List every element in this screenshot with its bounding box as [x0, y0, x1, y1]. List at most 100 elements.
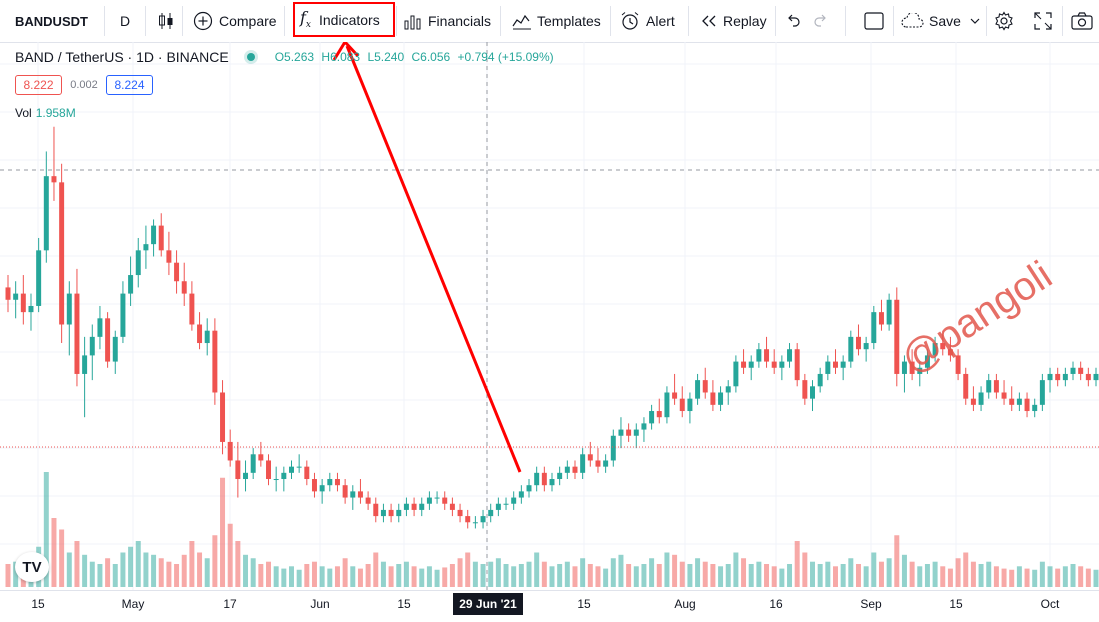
- candle-body: [901, 361, 907, 374]
- candle-body: [89, 336, 95, 356]
- volume-bar: [725, 564, 731, 587]
- templates-button[interactable]: Templates: [512, 0, 601, 42]
- volume-bar: [151, 554, 157, 587]
- fullscreen-icon: [1034, 12, 1052, 30]
- volume-bar: [472, 561, 478, 587]
- volume-bar: [166, 561, 172, 587]
- candle-body: [112, 336, 118, 362]
- volume-bar: [296, 569, 302, 587]
- candle-body: [626, 429, 632, 436]
- volume-bar: [649, 558, 655, 587]
- toolbar-divider: [986, 6, 987, 36]
- volume-bar: [5, 564, 11, 587]
- save-label: Save: [929, 13, 961, 29]
- indicators-button[interactable]: fx Indicators: [293, 2, 395, 37]
- volume-bar: [396, 564, 402, 587]
- financials-button[interactable]: Financials: [404, 0, 491, 42]
- volume-bar: [557, 564, 563, 587]
- candle-body: [756, 349, 762, 362]
- candles-icon: [159, 13, 173, 29]
- volume-bar: [449, 564, 455, 587]
- layout-button[interactable]: [864, 0, 884, 42]
- volume-bar: [43, 472, 49, 587]
- candle-body: [718, 392, 724, 405]
- candle-body: [311, 479, 317, 492]
- volume-bar: [411, 566, 417, 587]
- volume-bar: [266, 561, 271, 587]
- volume-bar: [1093, 569, 1099, 587]
- compare-button[interactable]: Compare: [193, 0, 277, 42]
- candle-body: [350, 491, 356, 498]
- volume-bar: [733, 552, 739, 587]
- toolbar-divider: [104, 6, 105, 36]
- candle-body: [534, 472, 540, 486]
- replay-button[interactable]: Replay: [700, 0, 767, 42]
- buy-price-button[interactable]: 8.224: [106, 75, 153, 95]
- symbol-search-button[interactable]: BANDUSDT: [15, 0, 88, 42]
- volume-bar: [1001, 568, 1007, 587]
- volume-bar: [1085, 568, 1091, 587]
- volume-bar: [641, 564, 647, 587]
- alert-button[interactable]: Alert: [620, 0, 675, 42]
- tradingview-logo[interactable]: TV: [15, 552, 49, 582]
- snapshot-button[interactable]: [1071, 0, 1093, 42]
- volume-bar: [311, 561, 317, 587]
- candle-body: [174, 262, 180, 282]
- candle-body: [465, 516, 471, 523]
- fullscreen-button[interactable]: [1034, 0, 1052, 42]
- candle-body: [1039, 380, 1045, 405]
- candle-body: [327, 479, 333, 486]
- price-chart[interactable]: [0, 42, 1099, 590]
- volume-bar: [572, 566, 578, 587]
- candle-body: [779, 361, 785, 368]
- volume-bar: [426, 566, 432, 587]
- volume-bar: [901, 554, 907, 587]
- x-tick: May: [121, 597, 145, 611]
- volume-bar: [825, 561, 831, 587]
- volume-bar: [672, 554, 678, 587]
- candle-body: [710, 392, 716, 405]
- volume-bar: [220, 477, 226, 587]
- x-tick: 15: [949, 597, 963, 611]
- chart-type-button[interactable]: [157, 0, 175, 42]
- toolbar-divider: [284, 6, 285, 36]
- settings-button[interactable]: [994, 0, 1014, 42]
- redo-button[interactable]: [813, 0, 829, 42]
- low-value: L5.240: [367, 50, 405, 64]
- time-axis[interactable]: 15 May 17 Jun 15 15 Aug 16 Sep 15 Oct: [0, 590, 1099, 622]
- volume-bar: [756, 561, 762, 587]
- x-tick: 15: [577, 597, 591, 611]
- candle-body: [128, 275, 134, 294]
- volume-bar: [534, 552, 540, 587]
- candle-body: [197, 324, 203, 344]
- undo-button[interactable]: [785, 0, 801, 42]
- candle-body: [549, 479, 555, 486]
- candle-body: [1093, 373, 1099, 381]
- plus-circle-icon: [193, 11, 213, 31]
- candle-body: [13, 293, 19, 300]
- candle-body: [181, 281, 187, 294]
- candle-body: [993, 380, 999, 393]
- volume-bar: [480, 564, 486, 587]
- candle-body: [787, 349, 793, 362]
- chart-grid: [0, 42, 1099, 590]
- save-button[interactable]: Save: [900, 0, 981, 42]
- x-tick: 17: [223, 597, 237, 611]
- ohlc-values: O5.263 H6.083 L5.240 C6.056 +0.794 (+15.…: [275, 50, 558, 64]
- toolbar-divider: [893, 6, 894, 36]
- interval-button[interactable]: D: [120, 0, 130, 42]
- sell-price-button[interactable]: 8.222: [15, 75, 62, 95]
- volume-bar: [810, 561, 815, 587]
- high-value: H6.083: [321, 50, 361, 64]
- volume-bar: [128, 546, 134, 587]
- candle-body: [105, 318, 111, 362]
- volume-bar: [633, 566, 639, 587]
- redo-icon: [814, 14, 826, 27]
- candle-body: [266, 460, 271, 480]
- symbol-description[interactable]: BAND / TetherUS · 1D · BINANCE: [15, 49, 229, 65]
- toolbar-divider: [145, 6, 146, 36]
- volume-bar: [495, 558, 501, 587]
- candle-body: [932, 343, 938, 356]
- candle-body: [419, 503, 425, 510]
- candle-body: [250, 454, 256, 473]
